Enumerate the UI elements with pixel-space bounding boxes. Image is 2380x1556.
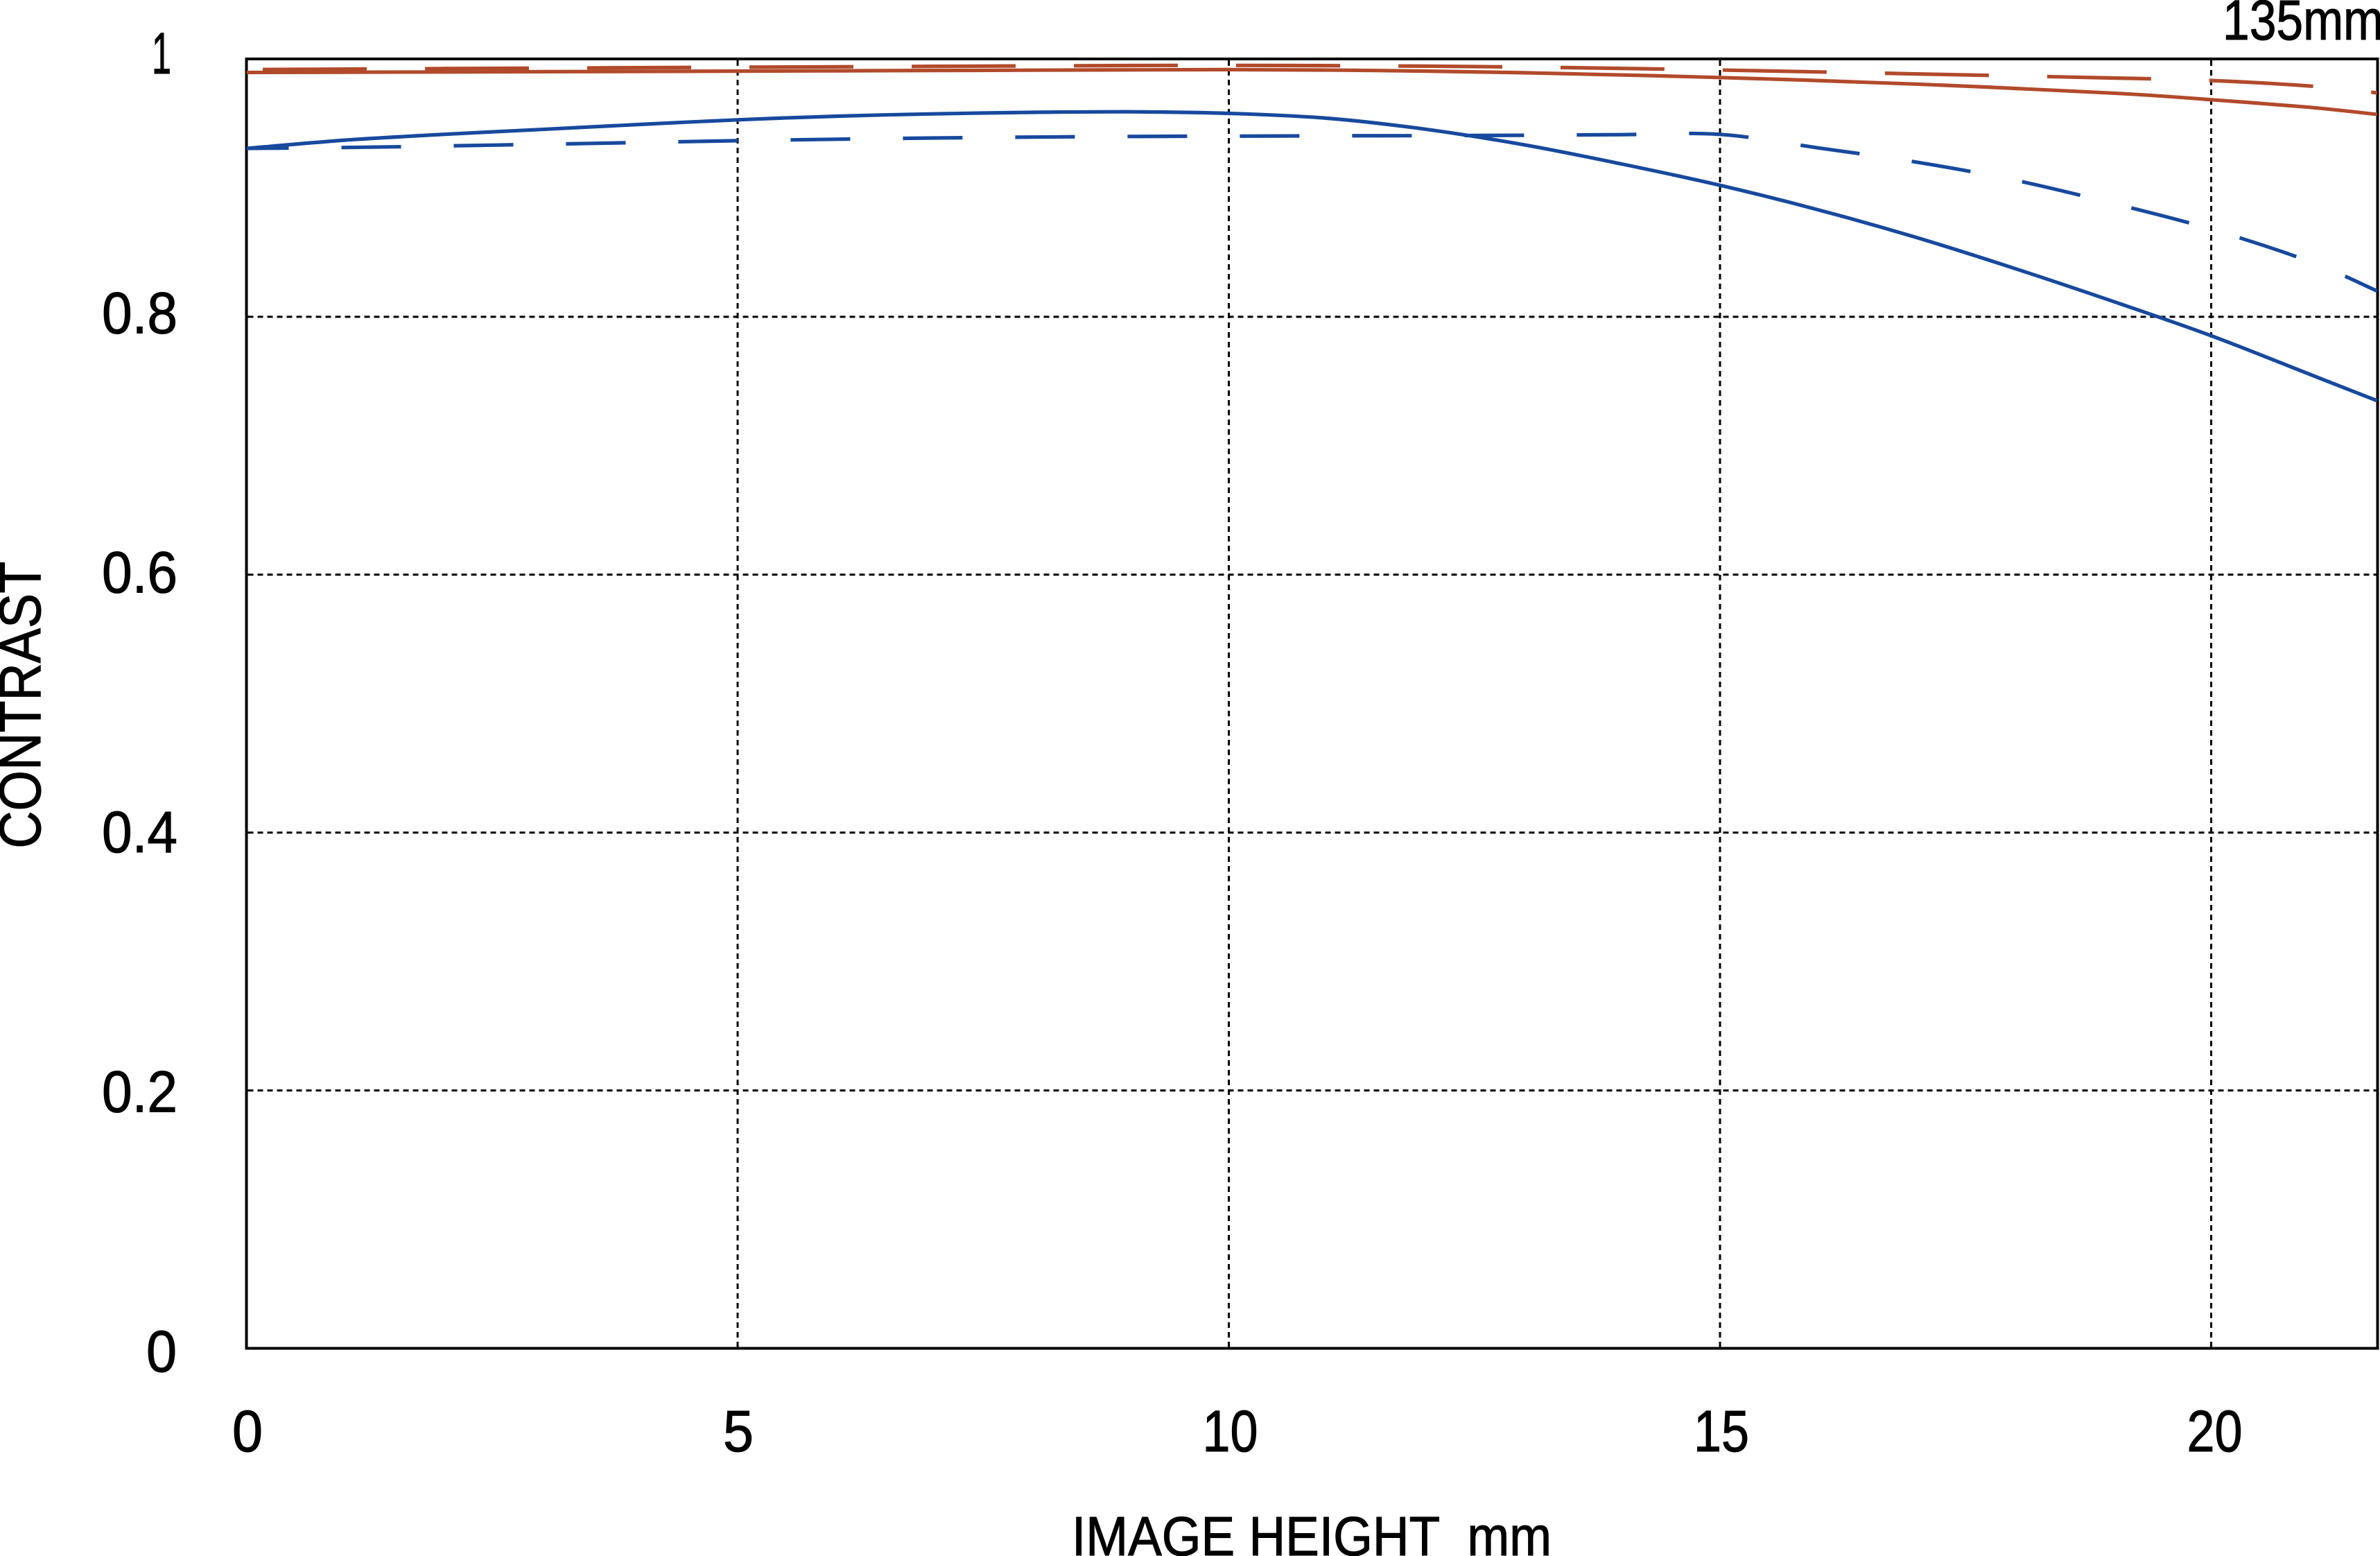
svg-text:IMAGE HEIGHT mm: IMAGE HEIGHT mm	[1072, 1505, 1552, 1556]
svg-text:15: 15	[1694, 1399, 1749, 1464]
svg-text:10: 10	[1203, 1399, 1258, 1464]
svg-text:0.4: 0.4	[102, 799, 177, 865]
svg-text:CONTRAST: CONTRAST	[0, 562, 53, 849]
svg-text:135mm: 135mm	[2223, 0, 2380, 52]
svg-text:0: 0	[232, 1399, 263, 1464]
svg-text:0: 0	[146, 1319, 177, 1384]
svg-text:1: 1	[152, 21, 171, 86]
svg-text:0.2: 0.2	[102, 1060, 177, 1125]
svg-text:5: 5	[723, 1399, 754, 1464]
svg-text:20: 20	[2187, 1399, 2243, 1464]
svg-text:0.6: 0.6	[102, 540, 177, 605]
svg-text:0.8: 0.8	[102, 280, 177, 345]
